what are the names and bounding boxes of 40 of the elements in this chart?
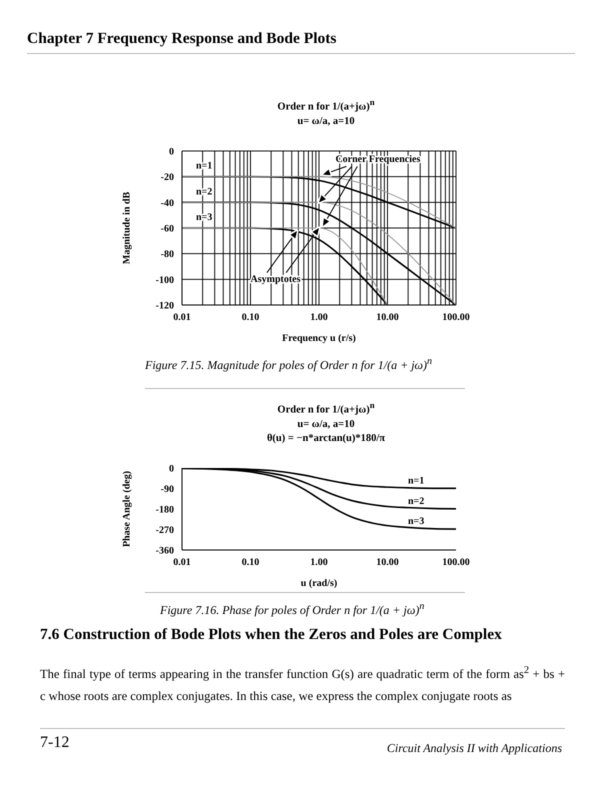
y-tick-label: -40 [160,197,174,208]
chart-subtitle: u= ω/a, a=10 θ(u) = −n*arctan(u)*180/π [266,418,386,446]
y-tick-label: 0 [169,463,174,474]
y-tick-label: -120 [156,300,174,312]
y-tick-label: -90 [160,484,174,495]
y-axis-title: Magnitude in dB [122,191,133,264]
y-tick-label: -60 [160,223,174,234]
text: Chapter 7 Frequency Response and Bode Plots [27,30,336,48]
text: Circuit Analysis II with Applications [386,741,562,756]
text: 7.6 Construction of Bode Plots when the Zeros and Poles are Complex [40,626,502,644]
x-tick-label: 0.01 [173,312,191,323]
x-tick-label: 0.10 [242,556,260,568]
y-tick-label: 0 [169,146,174,158]
x-tick-label: 1.00 [310,556,328,568]
x-tick-label: 0.10 [242,312,260,323]
x-tick-label: 10.00 [376,556,399,568]
y-axis-title: Phase Angle (deg) [122,470,133,547]
chart-title: Order n for 1/(a+jω)$^{n}$ [276,399,376,418]
series-label: n=3 [408,516,424,527]
series-label: n=1 [408,474,424,486]
x-tick-label: 100.00 [442,556,470,568]
caption: Figure 7.16. Phase for poles of Order n for 1/(a + jω)$^{n}$ [160,601,424,618]
x-tick-label: 1.00 [310,312,328,323]
text: The final type of terms appearing in the transfer function G(s) are quadratic term of the form as$^{2}$ + bs + c whose roots are complex conjugates. In this case, we express the complex conjugate roots as [40,665,565,704]
chart-subtitle: u= ω/a, a=10 [296,114,356,128]
y-tick-label: -360 [156,545,174,556]
x-axis-title: u (rad/s) [300,578,338,588]
text: 7-12 [40,734,70,752]
y-tick-label: -100 [156,274,174,286]
x-tick-label: 0.01 [173,556,191,568]
chart-title: Order n for 1/(a+jω)$^{n}$ [276,96,376,114]
y-tick-label: -270 [156,524,174,536]
y-tick-label: -20 [160,172,174,183]
x-tick-label: 100.00 [442,312,470,323]
y-tick-label: -180 [156,504,174,516]
caption: Figure 7.15. Magnitude for poles of Order n for 1/(a + jω)$^{n}$ [145,356,432,373]
x-tick-label: 10.00 [376,312,399,323]
x-axis-title: Frequency u (r/s) [282,332,356,344]
series-label: n=2 [408,495,424,506]
y-tick-label: -80 [160,248,174,260]
